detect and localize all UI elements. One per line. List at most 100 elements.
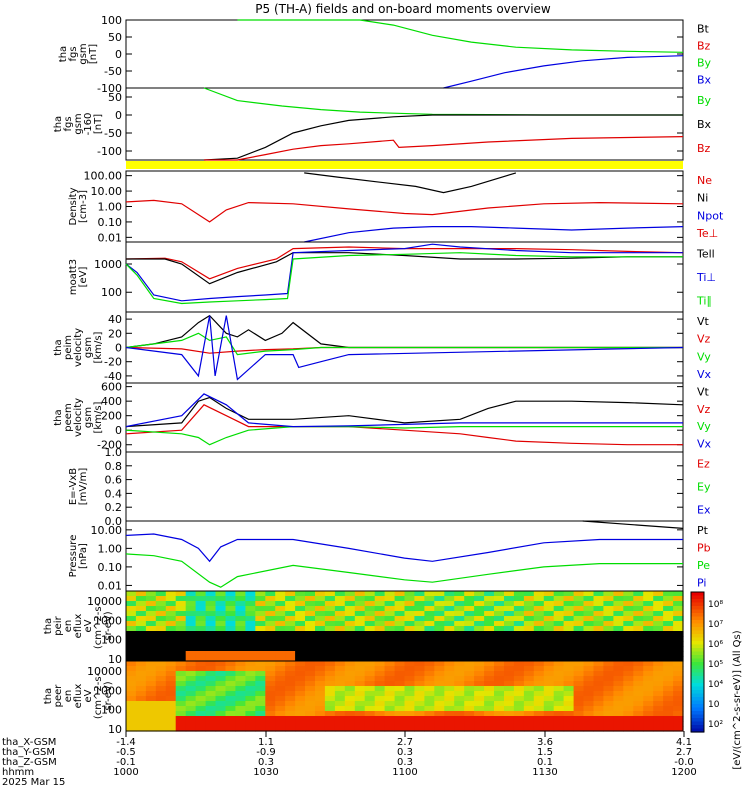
heatmap-cell — [325, 596, 336, 602]
heatmap-cell — [603, 621, 614, 627]
heatmap-cell — [584, 636, 595, 642]
heatmap-cell — [275, 611, 286, 617]
panel-density: Density [cm-3]100.0010.001.000.100.01NeNi… — [68, 170, 724, 245]
heatmap-cell — [216, 626, 227, 632]
heatmap-cell — [176, 716, 187, 722]
heatmap-cell — [673, 691, 684, 697]
y-tick-label: 0.8 — [105, 460, 123, 473]
heatmap-cell — [335, 676, 346, 682]
heatmap-cell — [574, 686, 585, 692]
heatmap-cell — [623, 681, 634, 687]
heatmap-cell — [335, 591, 346, 597]
heatmap-cell — [365, 716, 376, 722]
heatmap-cell — [405, 616, 416, 622]
heatmap-cell — [305, 716, 316, 722]
heatmap-cell — [564, 701, 575, 707]
heatmap-cell — [156, 706, 167, 712]
heatmap-cell — [395, 601, 406, 607]
heatmap-cell — [395, 626, 406, 632]
heatmap-cell — [633, 696, 644, 702]
heatmap-cell — [414, 706, 425, 712]
heatmap-cell — [454, 636, 465, 642]
heatmap-cell — [544, 596, 555, 602]
heatmap-cell — [663, 646, 674, 652]
heatmap-cell — [554, 721, 565, 727]
heatmap-cell — [574, 701, 585, 707]
heatmap-cell — [673, 596, 684, 602]
heatmap-cell — [405, 696, 416, 702]
heatmap-cell — [206, 706, 217, 712]
heatmap-cell — [216, 666, 227, 672]
heatmap-cell — [226, 601, 237, 607]
heatmap-cell — [424, 621, 435, 627]
heatmap-cell — [186, 611, 197, 617]
heatmap-cell — [574, 711, 585, 717]
heatmap-cell — [275, 626, 286, 632]
heatmap-cell — [385, 691, 396, 697]
heatmap-cell — [444, 591, 455, 597]
heatmap-cell — [295, 616, 306, 622]
heatmap-cell — [414, 631, 425, 637]
heatmap-cell — [146, 606, 157, 612]
heatmap-cell — [564, 641, 575, 647]
heatmap-cell — [245, 621, 256, 627]
heatmap-cell — [285, 636, 296, 642]
heatmap-cell — [544, 716, 555, 722]
heatmap-cell — [305, 681, 316, 687]
quality-flag-bar — [126, 161, 683, 169]
heatmap-cell — [146, 676, 157, 682]
heatmap-cell — [414, 681, 425, 687]
heatmap-cell — [633, 711, 644, 717]
heatmap-cell — [444, 641, 455, 647]
heatmap-cell — [643, 661, 654, 667]
heatmap-cell — [305, 686, 316, 692]
heatmap-cell — [216, 661, 227, 667]
heatmap-cell — [226, 711, 237, 717]
heatmap-cell — [186, 701, 197, 707]
heatmap-cell — [285, 621, 296, 627]
heatmap-cell — [176, 631, 187, 637]
heatmap-cell — [226, 626, 237, 632]
heatmap-cell — [265, 686, 276, 692]
heatmap-cell — [405, 631, 416, 637]
heatmap-cell — [305, 666, 316, 672]
heatmap-cell — [554, 626, 565, 632]
heatmap-cell — [285, 646, 296, 652]
heatmap-cell — [126, 701, 137, 707]
heatmap-cell — [136, 631, 147, 637]
heatmap-cell — [166, 596, 177, 602]
heatmap-cell — [156, 716, 167, 722]
legend-pe: Pe — [697, 559, 710, 572]
heatmap-cell — [484, 716, 495, 722]
heatmap-cell — [196, 626, 207, 632]
x-row-value: 1200 — [671, 767, 696, 778]
heatmap-cell — [285, 666, 296, 672]
heatmap-cell — [424, 636, 435, 642]
y-tick-label: 0 — [115, 342, 122, 355]
heatmap-cell — [245, 676, 256, 682]
heatmap-cell — [216, 636, 227, 642]
heatmap-cell — [245, 686, 256, 692]
heatmap-cell — [464, 671, 475, 677]
heatmap-cell — [206, 661, 217, 667]
heatmap-cell — [186, 661, 197, 667]
heatmap-cell — [494, 636, 505, 642]
heatmap-cell — [385, 646, 396, 652]
heatmap-cell — [325, 626, 336, 632]
heatmap-cell — [613, 616, 624, 622]
heatmap-cell — [245, 616, 256, 622]
y-tick-label: 200 — [101, 410, 122, 423]
heatmap-cell — [335, 661, 346, 667]
heatmap-cell — [255, 701, 265, 707]
heatmap-cell — [514, 596, 525, 602]
heatmap-cell — [584, 686, 595, 692]
colorbar-tick-label: 10⁴ — [708, 680, 723, 690]
heatmap-cell — [534, 691, 545, 697]
heatmap-cell — [424, 701, 435, 707]
heatmap-cell — [484, 616, 495, 622]
heatmap-cell — [375, 641, 386, 647]
heatmap-cell — [623, 661, 634, 667]
heatmap-cell — [514, 681, 525, 687]
heatmap-cell — [176, 681, 187, 687]
heatmap-cell — [544, 646, 555, 652]
